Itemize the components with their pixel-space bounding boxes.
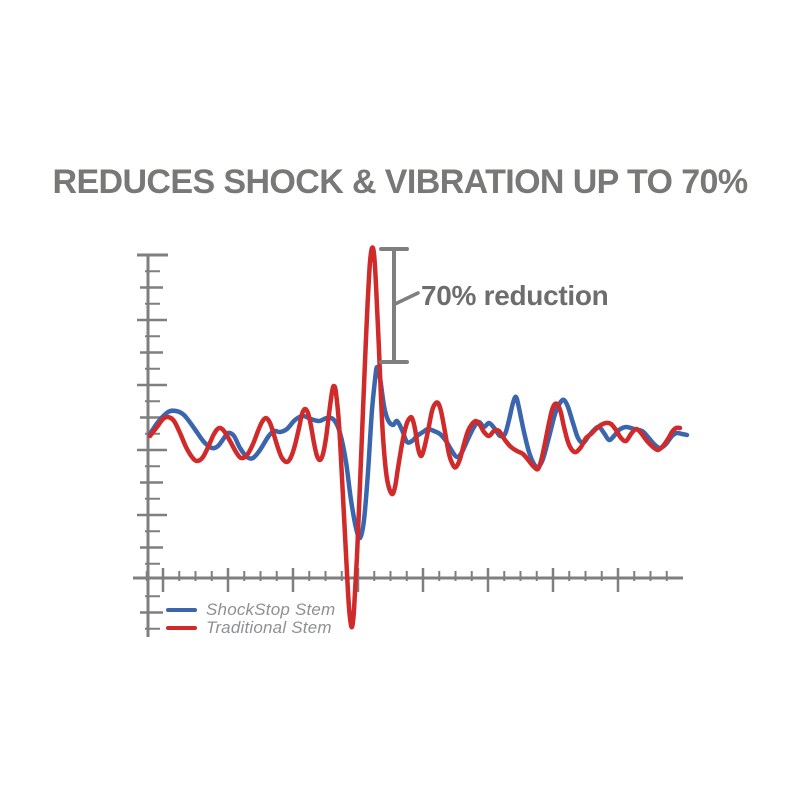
axes bbox=[133, 253, 683, 637]
legend-item-shockstop: ShockStop Stem bbox=[166, 599, 336, 619]
series-line-traditional-stem bbox=[147, 245, 683, 630]
legend-swatch-traditional-line bbox=[166, 625, 197, 630]
chart-title: REDUCES SHOCK & VIBRATION UP TO 70% bbox=[52, 163, 748, 201]
chart-legend: ShockStop Stem Traditional Stem bbox=[166, 599, 336, 637]
legend-label-traditional: Traditional Stem bbox=[206, 617, 332, 637]
legend-swatch-shockstop-line bbox=[166, 607, 197, 612]
legend-label-shockstop: ShockStop Stem bbox=[206, 599, 336, 619]
reduction-bracket bbox=[379, 247, 420, 364]
reduction-annotation-label: 70% reduction bbox=[421, 280, 609, 311]
legend-item-traditional: Traditional Stem bbox=[166, 617, 335, 637]
